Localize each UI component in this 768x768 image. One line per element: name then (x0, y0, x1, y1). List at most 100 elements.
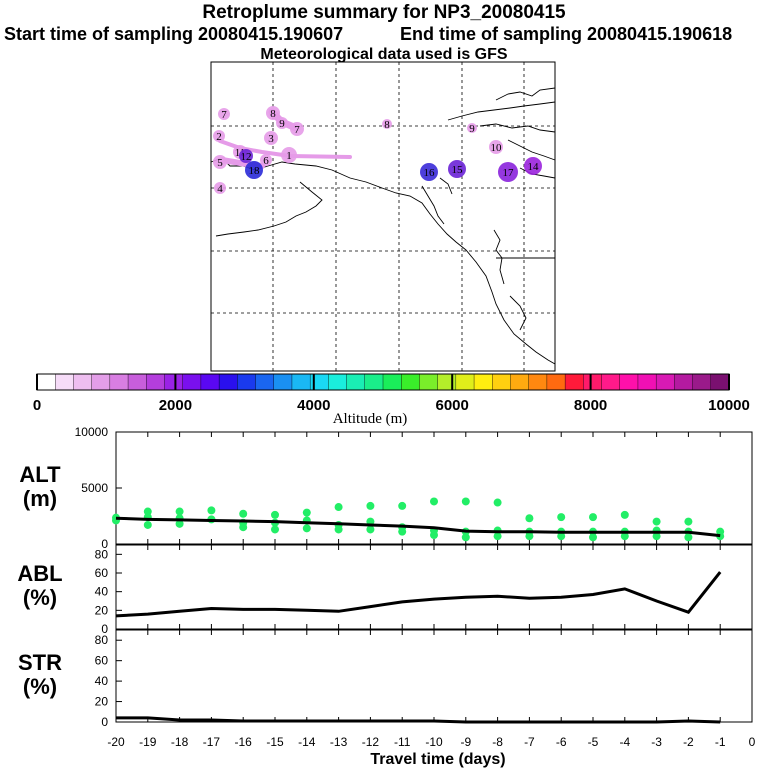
colorbar-swatch (619, 373, 639, 391)
y-tick-label: 0 (101, 537, 108, 551)
map-point-label: 17 (503, 167, 515, 179)
alt-point (493, 532, 502, 541)
colorbar-swatch (164, 373, 184, 391)
map-point-8 (266, 106, 280, 120)
x-tick-label: -20 (107, 735, 125, 749)
colorbar-swatch (510, 373, 530, 391)
colorbar-swatch (73, 373, 93, 391)
map-point-label: 8 (384, 119, 390, 131)
map-points: 1234567788991011121415161718 (213, 106, 542, 195)
map-point-label: 14 (528, 161, 540, 173)
map-point-label: 7 (221, 109, 227, 121)
colorbar-swatch (401, 373, 421, 391)
alt-point (302, 524, 311, 533)
map-point-9 (467, 123, 477, 133)
x-tick-label: -4 (619, 735, 630, 749)
map-coastlines (210, 87, 556, 365)
y-axis-label: (m) (23, 486, 57, 511)
colorbar-swatch (346, 373, 366, 391)
map-point-18 (245, 161, 263, 179)
alt-point (557, 513, 566, 522)
alt-point (271, 510, 279, 519)
x-tick-label: -2 (683, 735, 694, 749)
y-axis-label: STR (18, 650, 62, 675)
met-data-label: Meteorological data used is GFS (260, 46, 508, 63)
alt-point (684, 517, 693, 526)
colorbar-tick-label: 0 (33, 397, 41, 414)
map-point-7 (218, 108, 230, 120)
alt-point (175, 519, 184, 528)
colorbar-swatch (328, 373, 348, 391)
colorbar-swatch (237, 373, 257, 391)
y-tick-label: 20 (95, 603, 109, 617)
alt-point (334, 503, 343, 512)
colorbar-swatch (218, 373, 238, 391)
alt-point (430, 531, 438, 540)
colorbar-swatch (255, 373, 275, 391)
alt-point (557, 532, 566, 541)
alt-point (493, 498, 502, 507)
start-time-label: Start time of sampling 20080415.190607 (4, 24, 344, 44)
colorbar-swatch (36, 373, 56, 391)
map-point-7 (290, 122, 304, 136)
map-point-2 (213, 130, 225, 142)
map-point-label: 15 (452, 164, 464, 176)
alt-point (366, 525, 375, 534)
x-tick-label: -12 (362, 735, 380, 749)
travel-time-xlabel: Travel time (days) (370, 751, 505, 768)
colorbar-swatches (36, 373, 730, 391)
colorbar-swatch (710, 373, 730, 391)
alt-point (398, 501, 407, 510)
alt-point (684, 533, 693, 542)
colorbar-swatch (200, 373, 220, 391)
map-point-8 (382, 119, 392, 129)
x-tick-label: -19 (139, 735, 157, 749)
x-tick-label: -11 (394, 735, 411, 749)
colorbar-swatch (564, 373, 584, 391)
y-axis-label: (%) (23, 585, 57, 610)
colorbar-tick-label: 2000 (159, 397, 192, 414)
map-point-label: 10 (491, 142, 503, 154)
y-tick-label: 40 (95, 674, 109, 688)
alt-point (366, 501, 375, 510)
y-tick-label: 5000 (81, 481, 108, 495)
alt-point (239, 523, 248, 532)
map-panel: 1234567788991011121415161718 (210, 61, 556, 372)
colorbar-swatch (492, 373, 512, 391)
map-point-label: 9 (469, 123, 475, 135)
alt-point (143, 520, 152, 529)
colorbar-swatch (291, 373, 311, 391)
colorbar-swatch (109, 373, 129, 391)
map-point-3 (264, 131, 278, 145)
y-tick-label: 0 (101, 715, 108, 729)
y-tick-label: 80 (95, 547, 109, 561)
colorbar-swatch (55, 373, 75, 391)
alt-point (143, 507, 152, 516)
alt-point (334, 525, 343, 534)
colorbar-swatch (273, 373, 293, 391)
colorbar-swatch (182, 373, 202, 391)
series-line-alt (115, 516, 721, 538)
alt-point (461, 533, 470, 542)
alt-point (271, 525, 279, 534)
panel-abl: 80 60 40 20 0 ABL(%) (17, 544, 753, 636)
x-tick-label: -17 (203, 735, 221, 749)
colorbar-swatch (692, 373, 712, 391)
colorbar-swatch (528, 373, 548, 391)
x-tick-label: -18 (171, 735, 189, 749)
x-tick-label: -3 (651, 735, 662, 749)
alt-point (525, 514, 534, 523)
colorbar-swatch (419, 373, 439, 391)
map-point-label: 9 (279, 118, 285, 130)
y-tick-label: 0 (101, 622, 108, 636)
map-point-label: 2 (216, 131, 222, 143)
x-tick-label: -14 (298, 735, 316, 749)
colorbar-swatch (601, 373, 621, 391)
y-tick-label: 60 (95, 566, 109, 580)
map-point-label: 3 (268, 133, 274, 145)
x-tick-label: -10 (425, 735, 443, 749)
alt-point (652, 532, 661, 541)
y-axis-label: ABL (17, 561, 62, 586)
time-series-panels: 1000050000ALT(m)806040200ABL(%)806040200… (17, 425, 755, 749)
